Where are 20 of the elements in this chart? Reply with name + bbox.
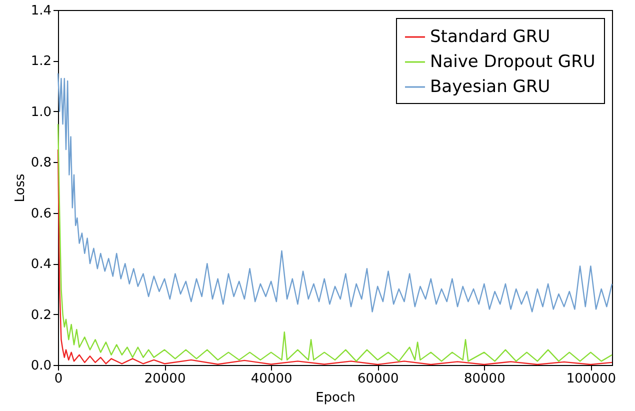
- y-tick-label: 0.0: [30, 358, 52, 374]
- y-tick-label: 0.6: [30, 206, 52, 222]
- x-tick-label: 100000: [566, 372, 616, 386]
- y-tick-label: 1.4: [30, 4, 52, 18]
- x-tick-label: 20000: [144, 372, 186, 386]
- y-axis-title: Loss: [12, 174, 28, 202]
- y-tick-label: 0.2: [30, 308, 52, 323]
- x-tick-label: 0: [54, 372, 63, 386]
- y-tick-label: 1.2: [30, 54, 52, 70]
- x-tick-label: 60000: [357, 372, 399, 386]
- y-tick-label: 1.0: [30, 104, 52, 120]
- y-tick-label: 0.4: [30, 257, 52, 272]
- x-axis-title: Epoch: [316, 390, 356, 406]
- x-tick-label: 40000: [250, 372, 292, 386]
- legend-label: Standard GRU: [430, 27, 550, 47]
- line-series: [57, 72, 613, 312]
- legend-label: Naive Dropout GRU: [430, 52, 596, 72]
- x-tick-label: 80000: [464, 372, 506, 386]
- y-tick-label: 0.8: [30, 156, 52, 171]
- legend-label: Bayesian GRU: [430, 77, 550, 97]
